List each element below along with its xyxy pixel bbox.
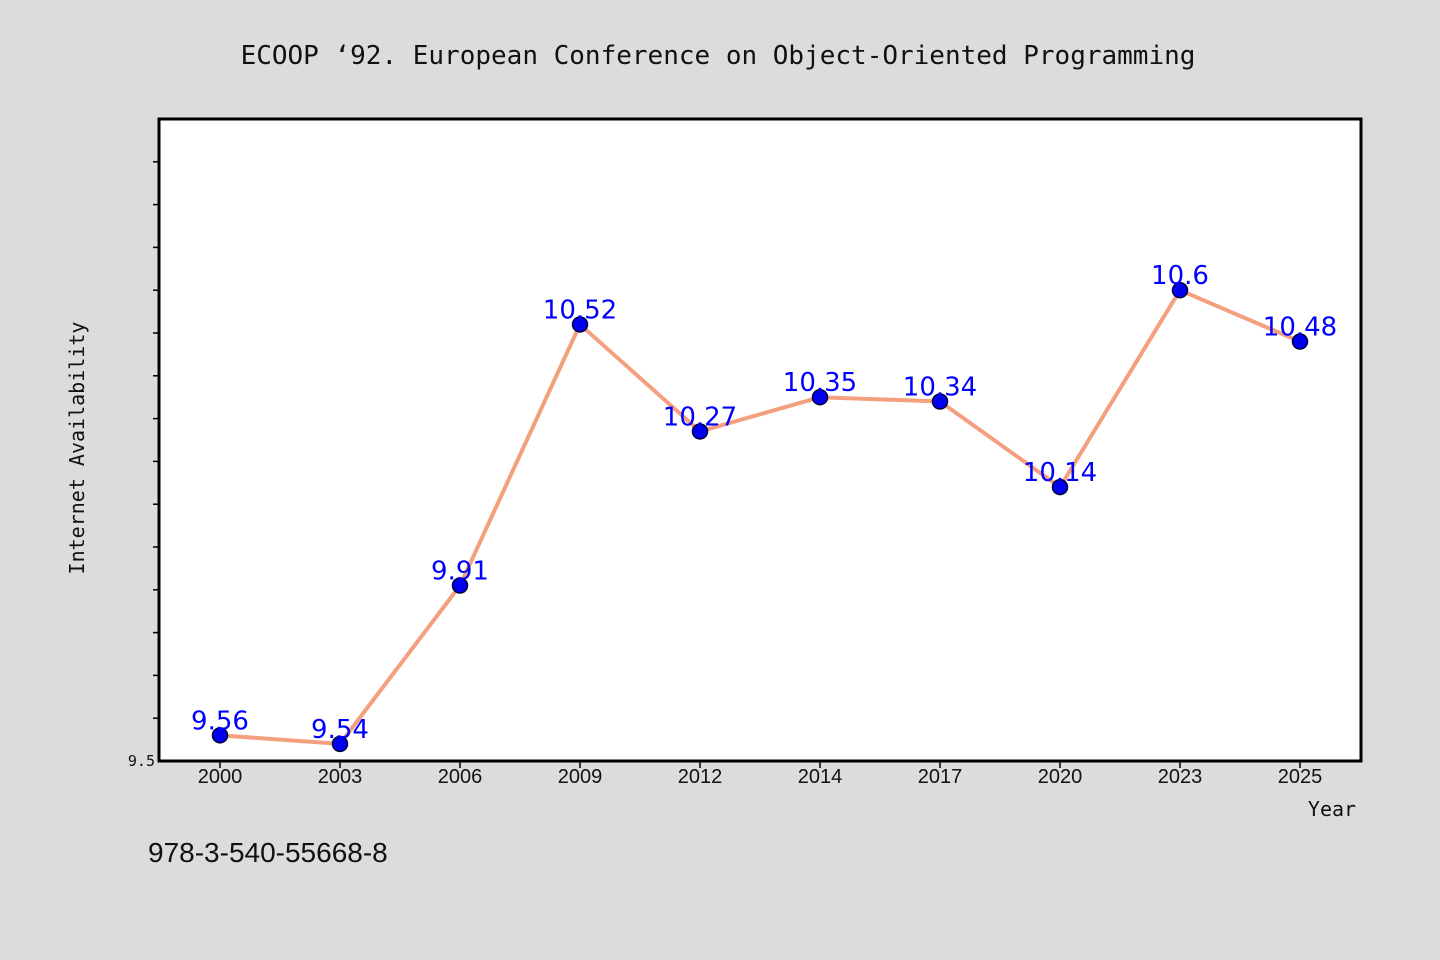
data-label: 10.6 [1151, 261, 1209, 291]
data-point [1291, 333, 1309, 350]
x-tick-label: 2003 [318, 766, 363, 788]
data-label: 10.48 [1263, 313, 1337, 343]
x-tick-label: 2014 [798, 766, 843, 788]
x-tick-label: 2012 [678, 766, 723, 788]
x-axis-label: Year [1308, 797, 1356, 821]
data-point [691, 423, 709, 440]
y-tick-label: 9.5 [128, 752, 155, 770]
data-label: 10.34 [903, 372, 977, 402]
data-point [1051, 478, 1069, 496]
data-point [211, 727, 229, 744]
data-label: 9.91 [431, 557, 489, 587]
data-point [931, 393, 949, 410]
series-group: 9.56 9.54 9.91 10.52 10.27 10.35 10.34 10.14 10.… [191, 261, 1337, 753]
data-point [331, 735, 349, 753]
y-axis-ticks: 9.5 [128, 161, 158, 770]
data-label: 10.35 [783, 368, 857, 398]
x-axis-ticks: 2000 2003 2006 2009 2012 2014 2017 2020 2023 2025 [198, 762, 1323, 788]
x-tick-label: 2020 [1038, 766, 1083, 788]
data-label: 10.52 [543, 295, 617, 325]
y-axis-label: Internet Availability [65, 322, 89, 575]
data-label: 10.14 [1023, 458, 1097, 488]
data-label: 9.56 [191, 706, 249, 736]
data-point [571, 316, 589, 333]
data-label: 10.27 [663, 402, 737, 432]
x-tick-label: 2000 [198, 766, 243, 788]
x-tick-label: 2023 [1158, 766, 1203, 788]
data-point [1171, 281, 1189, 299]
x-tick-label: 2025 [1278, 766, 1323, 788]
series-line [218, 288, 1302, 746]
data-label: 9.54 [311, 715, 369, 745]
x-tick-label: 2017 [918, 766, 963, 788]
chart-title: ECOOP ‘92. European Conference on Object… [241, 41, 1196, 71]
x-tick-label: 2009 [558, 766, 603, 788]
data-point [451, 577, 469, 594]
plot-area [157, 117, 1363, 763]
x-tick-label: 2006 [438, 766, 483, 788]
data-point [811, 388, 829, 406]
footer-isbn: 978-3-540-55668-8 [148, 837, 388, 868]
